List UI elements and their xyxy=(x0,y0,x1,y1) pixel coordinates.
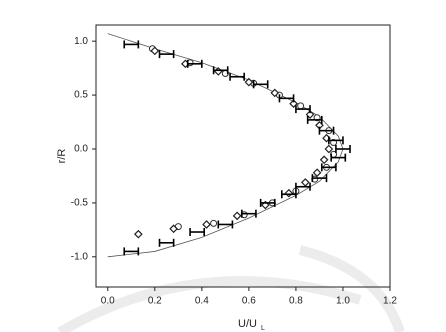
fit-line xyxy=(107,33,344,258)
circle-point xyxy=(210,219,218,227)
x-tick-label: 0.8 xyxy=(289,296,303,307)
x-tick-label: 0.4 xyxy=(195,296,209,307)
diamond-point xyxy=(202,220,211,229)
x-axis-label: U/U xyxy=(238,318,257,330)
diamond-point xyxy=(284,188,294,198)
diamond-point xyxy=(319,155,329,165)
y-tick-label: -0.5 xyxy=(71,198,89,209)
circle-point xyxy=(297,102,305,110)
y-tick-label: -1.0 xyxy=(71,251,89,262)
diamond-point xyxy=(169,224,178,234)
y-tick-label: 0.0 xyxy=(74,144,88,155)
y-tick-label: 1.0 xyxy=(74,36,88,47)
diamond-point xyxy=(232,211,242,221)
plot-frame xyxy=(95,24,391,288)
diamond-point xyxy=(244,77,254,87)
x-tick-label: 1.0 xyxy=(336,296,350,307)
x-tick-label: 1.2 xyxy=(383,296,397,307)
x-tick-label: 0.6 xyxy=(242,296,256,307)
diamond-point xyxy=(133,229,143,239)
diamond-point xyxy=(312,168,322,178)
diamond-point xyxy=(150,46,160,56)
x-tick-label: 0.2 xyxy=(148,296,162,307)
diamond-point xyxy=(270,88,280,98)
diamond-point xyxy=(300,178,310,187)
y-axis-label: r/R xyxy=(56,149,68,164)
watermark xyxy=(57,245,405,332)
diamond-point xyxy=(213,67,223,76)
x-tick-label: 0.0 xyxy=(101,296,115,307)
x-axis-label-subscript: L xyxy=(261,325,265,332)
y-tick-label: 0.5 xyxy=(74,90,88,101)
diamond-point xyxy=(324,144,334,154)
